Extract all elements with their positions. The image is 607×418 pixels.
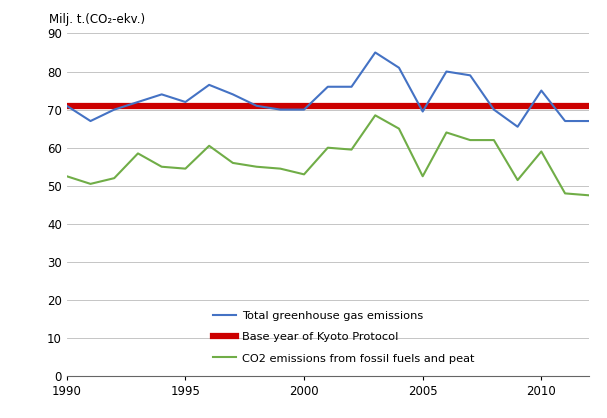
Text: Milj. t.(CO₂-ekv.): Milj. t.(CO₂-ekv.) — [49, 13, 144, 25]
Legend: Total greenhouse gas emissions, Base year of Kyoto Protocol, CO2 emissions from : Total greenhouse gas emissions, Base yea… — [214, 310, 475, 364]
